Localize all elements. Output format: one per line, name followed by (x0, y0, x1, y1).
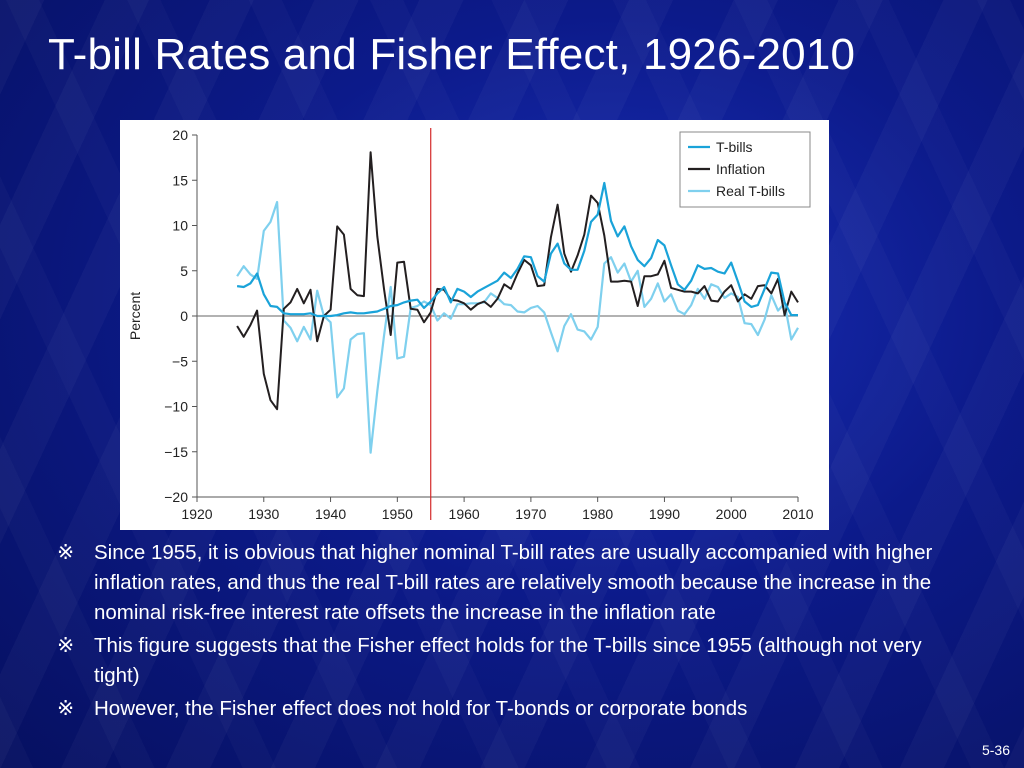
x-tick-label: 1990 (649, 506, 680, 522)
bullet-text-3: However, the Fisher effect does not hold… (94, 697, 748, 720)
bullet-item-3: ※ However, the Fisher effect does not hol… (50, 694, 970, 724)
bullet-marker: ※ (57, 697, 75, 720)
bullet-text-2: This figure suggests that the Fisher eff… (94, 634, 922, 687)
bullet-item-2: ※ This figure suggests that the Fisher ef… (50, 631, 970, 691)
x-tick-label: 1950 (382, 506, 413, 522)
y-tick-label: 5 (180, 263, 188, 279)
y-tick-label: 20 (172, 127, 188, 143)
x-tick-label: 1920 (181, 506, 212, 522)
x-tick-label: 1930 (248, 506, 279, 522)
series-line-t-bills (236, 181, 798, 318)
legend-label: Real T-bills (716, 183, 785, 199)
legend-label: Inflation (716, 161, 765, 177)
x-tick-label: 2000 (716, 506, 747, 522)
bullet-marker: ※ (57, 541, 75, 564)
y-tick-label: 10 (172, 218, 188, 234)
x-tick-label: 1940 (315, 506, 346, 522)
y-tick-label: −20 (164, 489, 188, 505)
slide-title: T-bill Rates and Fisher Effect, 1926-201… (48, 30, 856, 79)
y-tick-label: −10 (164, 399, 188, 415)
y-tick-label: −15 (164, 444, 188, 460)
series-line-inflation (236, 151, 799, 411)
x-tick-label: 1970 (515, 506, 546, 522)
bullet-marker: ※ (57, 634, 75, 657)
x-tick-label: 2010 (782, 506, 813, 522)
chart-panel: −20 −15 −10 −5 0 5 10 15 20 1920 1930 1940 1950 1960 1… (120, 120, 829, 530)
series-line-real-t-bills (236, 200, 799, 454)
y-axis-label: Percent (127, 292, 143, 340)
y-tick-label: 15 (172, 172, 188, 188)
slide-number: 5-36 (981, 742, 1010, 758)
y-tick-label: −5 (172, 353, 188, 369)
x-tick-label: 1980 (582, 506, 613, 522)
legend-label: T-bills (716, 139, 753, 155)
bullet-item-1: ※ Since 1955, it is obvious that higher n… (50, 538, 970, 628)
x-tick-label: 1960 (449, 506, 480, 522)
line-chart: −20 −15 −10 −5 0 5 10 15 20 1920 1930 1940 1950 1960 1… (127, 127, 814, 522)
y-tick-label: 0 (180, 308, 188, 324)
bullet-text-1: Since 1955, it is obvious that higher no… (94, 541, 933, 624)
bullet-list: ※ Since 1955, it is obvious that higher n… (50, 538, 970, 727)
